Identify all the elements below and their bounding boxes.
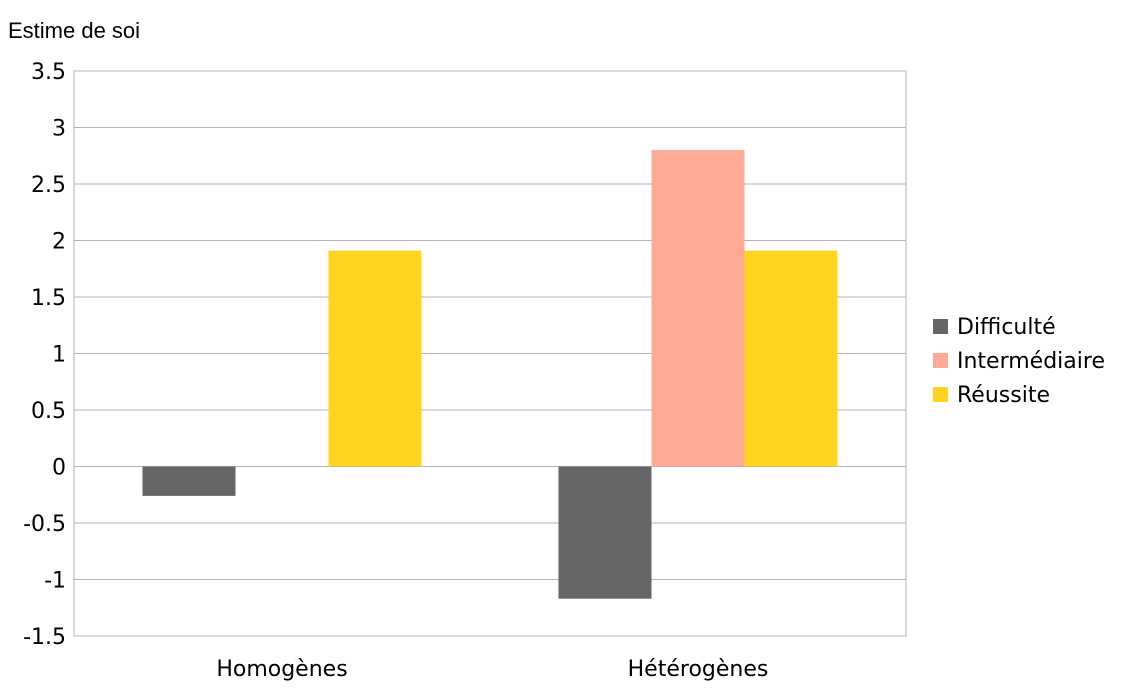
- y-tick-label: 0.5: [31, 399, 66, 424]
- legend-swatch: [933, 353, 948, 368]
- y-tick-label: -0.5: [23, 512, 66, 537]
- x-category-label: Homogènes: [216, 657, 347, 682]
- y-axis-ticks: 3.5 3 2.5 2 1.5 1 0.5 0 -0.5 -1 -1.5: [23, 60, 66, 650]
- x-category-label: Hétérogènes: [628, 657, 769, 682]
- y-tick-label: -1: [44, 569, 66, 594]
- bar-Difficulté: [142, 466, 236, 496]
- bar-Réussite: [744, 250, 838, 467]
- bars: [142, 150, 838, 599]
- y-tick-label: 2: [52, 230, 66, 255]
- y-tick-label: 1: [52, 343, 66, 368]
- y-tick-label: 1.5: [31, 286, 66, 311]
- legend-label: Réussite: [957, 383, 1050, 408]
- plot-frame: [73, 70, 907, 637]
- x-axis-categories: Homogènes Hétérogènes: [216, 657, 768, 682]
- bar-Difficulté: [558, 466, 652, 599]
- legend-swatch: [933, 387, 948, 402]
- y-tick-label: 3.5: [31, 60, 66, 85]
- bar-Réussite: [328, 250, 422, 467]
- bar-Intermédiaire: [651, 150, 745, 467]
- y-tick-label: -1.5: [23, 625, 66, 650]
- legend-swatch: [933, 319, 948, 334]
- y-tick-label: 0: [52, 456, 66, 481]
- legend: Difficulté Intermédiaire Réussite: [933, 315, 1105, 408]
- legend-label: Intermédiaire: [957, 349, 1105, 374]
- y-tick-label: 2.5: [31, 173, 66, 198]
- y-tick-label: 3: [52, 117, 66, 142]
- chart-title: Estime de soi: [8, 18, 140, 43]
- legend-label: Difficulté: [957, 315, 1056, 340]
